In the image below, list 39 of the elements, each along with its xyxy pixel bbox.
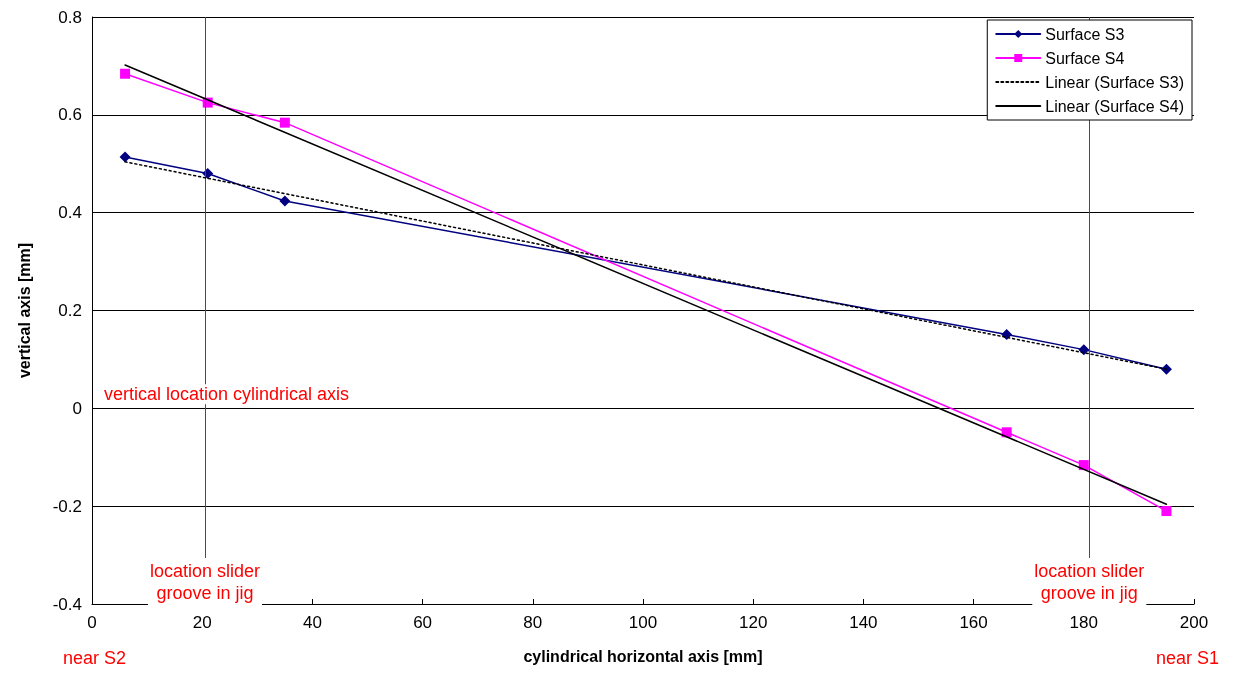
x-tick-label: 100	[628, 613, 658, 632]
legend-label: Linear (Surface S4)	[1045, 97, 1184, 115]
legend-label: Linear (Surface S3)	[1045, 73, 1184, 91]
x-tick-label: 40	[302, 613, 322, 632]
x-tick-label: 160	[959, 613, 988, 632]
y-tick-label: 0.2	[58, 301, 82, 320]
legend-label: Surface S3	[1045, 25, 1125, 43]
x-tick-label: 120	[739, 613, 768, 632]
ref-line-label: location slider groove in jig	[149, 561, 260, 603]
point	[279, 117, 290, 128]
x-tick-label: 180	[1069, 613, 1098, 632]
y-tick-label: 0	[72, 398, 82, 418]
y-axis-title: vertical axis [mm]	[15, 242, 33, 379]
y-tick-label: 0.4	[58, 203, 82, 223]
y-tick-label: -0.2	[52, 496, 82, 516]
ref-line-label: location slider groove in jig	[1034, 561, 1145, 603]
point	[1161, 506, 1172, 517]
y-tick-label: 0.8	[58, 7, 82, 27]
point	[1001, 427, 1012, 438]
x-tick-label: 140	[849, 613, 878, 632]
point	[1078, 460, 1089, 471]
text: near S1	[1155, 648, 1219, 668]
x-tick-label: 80	[523, 613, 543, 632]
x-tick-label: 20	[192, 613, 212, 632]
legend-label: Surface S4	[1045, 49, 1125, 67]
text: near S2	[63, 648, 127, 668]
y-tick-label: -0.4	[52, 594, 82, 614]
x-tick-label: 60	[413, 613, 433, 632]
x-tick-label: 0	[87, 613, 97, 632]
point	[1078, 344, 1090, 356]
point	[1001, 328, 1013, 340]
x-axis-title: cylindrical horizontal axis [mm]	[523, 647, 763, 665]
x-tick-label: 200	[1179, 613, 1209, 632]
y-tick-label: 0.6	[58, 105, 82, 125]
point	[120, 68, 131, 79]
point	[279, 195, 291, 207]
point	[119, 151, 131, 163]
point	[1160, 363, 1172, 375]
annotation: vertical location cylindrical axis	[104, 384, 350, 405]
